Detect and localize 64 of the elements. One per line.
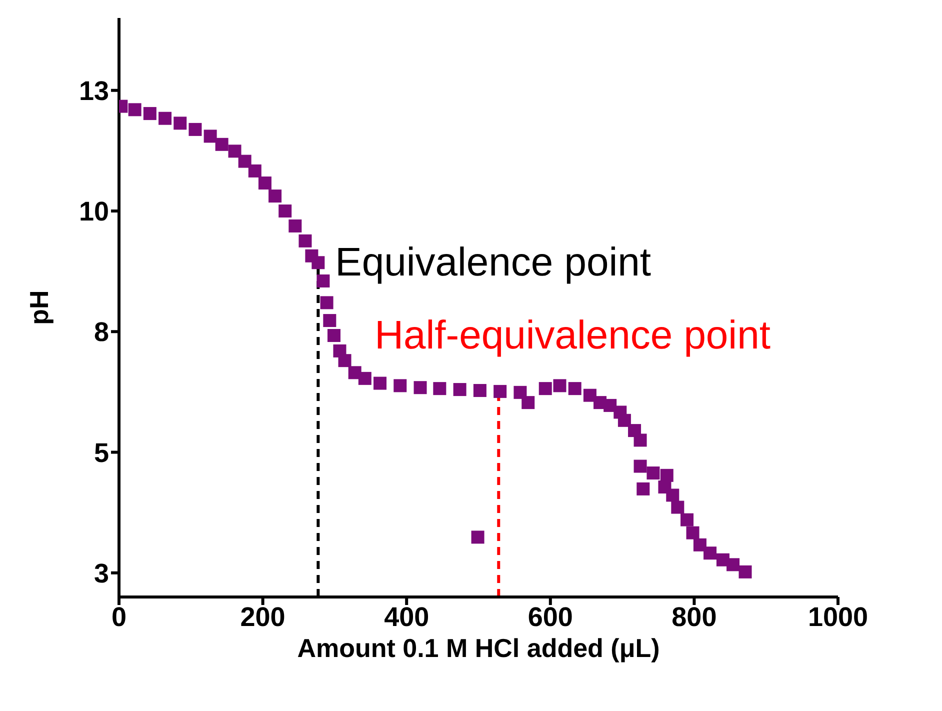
point [358,372,372,385]
point [215,138,228,151]
point [453,383,466,396]
point [188,122,202,136]
point [327,328,340,342]
point [248,164,262,178]
point [666,488,680,502]
point [320,296,334,310]
point [278,204,292,218]
point [522,396,535,410]
point [634,434,647,447]
point [288,219,302,232]
point [473,384,486,397]
point [726,558,740,572]
x-tick-label: 800 [672,602,717,632]
x-tick-label: 1000 [808,602,868,632]
y-tick-label: 3 [94,558,109,588]
point [414,381,427,394]
y-tick-label: 13 [78,76,109,106]
point [238,154,252,168]
x-tick-label: 400 [384,602,430,632]
point [258,176,272,190]
ref-line-label: Half-equivalence point [374,313,770,358]
point [514,386,527,399]
y-tick-label: 10 [78,196,109,227]
x-tick-label: 0 [111,602,127,632]
point [471,530,484,544]
point [228,144,242,158]
point [128,103,142,116]
x-axis-title: Amount 0.1 M HCl added (μL) [297,633,660,663]
point [738,565,752,578]
point [636,482,650,496]
point [634,460,647,473]
point [323,314,336,328]
point [686,526,700,540]
y-tick-label: 8 [94,317,109,348]
point [312,256,325,270]
point [618,414,631,427]
point [143,107,156,120]
point [316,274,330,288]
point [394,379,407,392]
point [338,354,352,368]
point [433,382,446,396]
point [693,538,706,552]
x-tick-label: 600 [528,602,573,632]
point [646,466,660,480]
point [494,384,507,398]
point [373,376,386,390]
point [298,234,312,248]
point [268,190,282,203]
y-axis-title: pH [24,290,54,325]
ref-line-label: Equivalence point [335,240,651,285]
point [158,112,172,125]
point [553,379,566,392]
point [568,382,582,396]
point [680,513,694,526]
y-tick-label: 5 [94,438,109,468]
point [538,382,552,396]
point [204,130,217,143]
point [660,468,674,482]
point [174,116,187,130]
point [671,500,684,514]
point [704,546,717,560]
x-tick-label: 200 [240,602,286,632]
